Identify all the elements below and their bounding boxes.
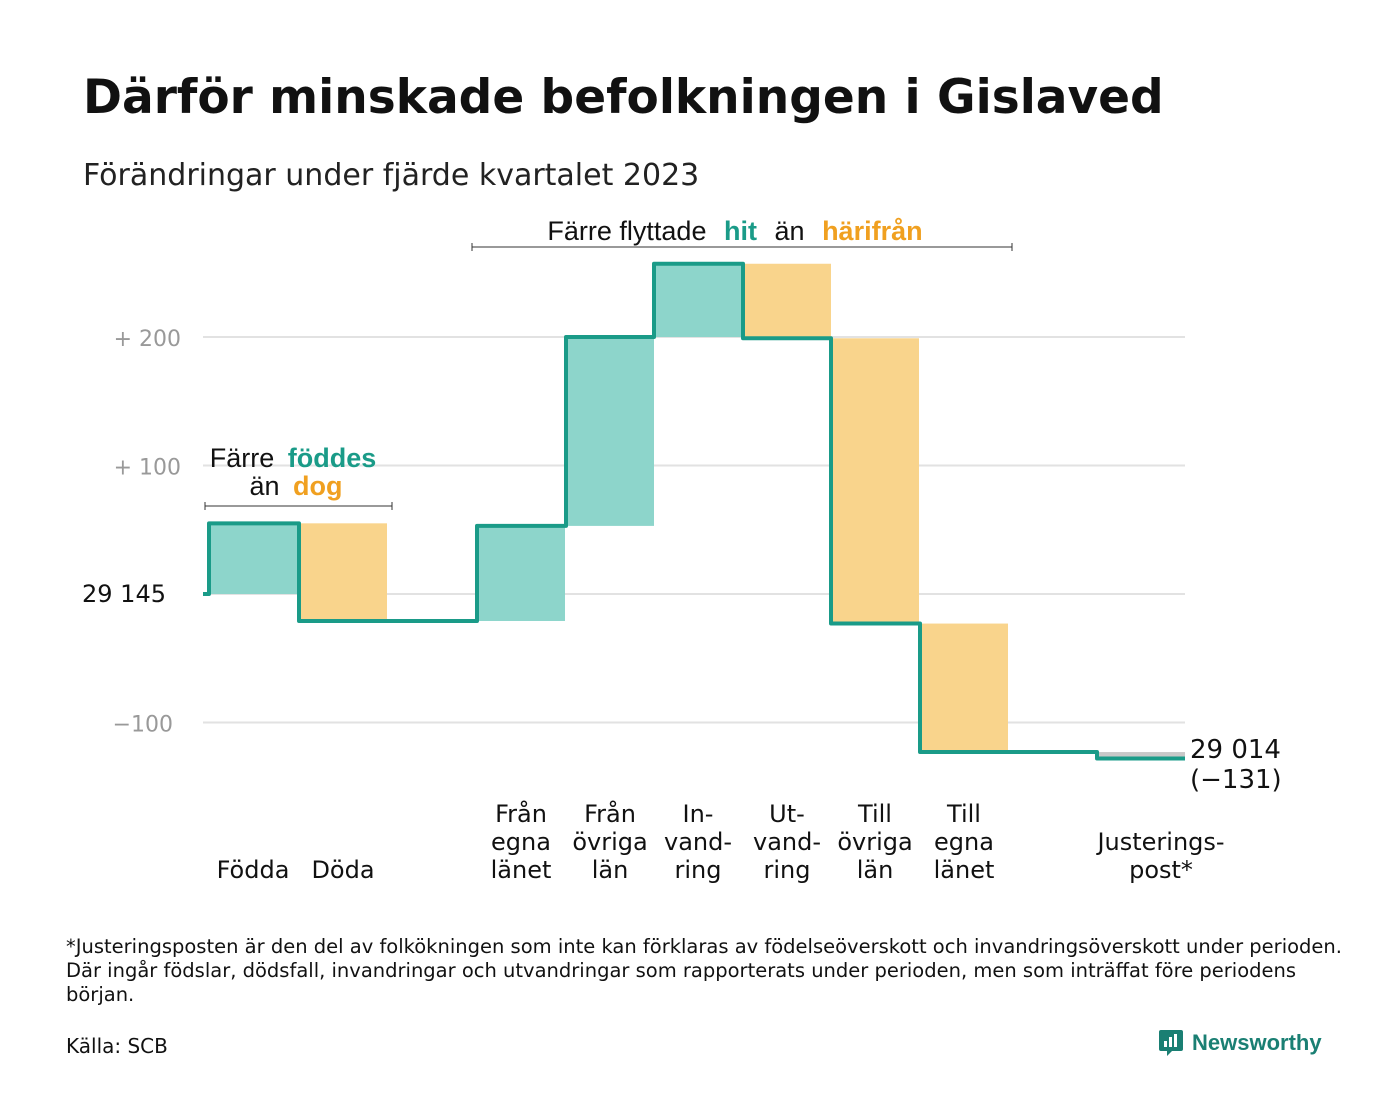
migration-annot-part1: Färre flyttade	[547, 216, 706, 246]
brand-name: Newsworthy	[1192, 1030, 1322, 1055]
bar-från-övriga-län	[566, 337, 654, 526]
births-annot-part1: Färre	[210, 443, 275, 473]
category-label: Ut-vand-ring	[753, 800, 821, 884]
y-tick-label: + 200	[114, 327, 181, 352]
migration-annot-part3: än	[775, 216, 805, 246]
bar-justeringspost-	[1097, 752, 1185, 759]
category-labels: Födda Döda Från egna länet Från övriga länIn-va…	[217, 799, 1225, 884]
category-label: Från egna länet	[491, 799, 552, 884]
category-label: Födda	[217, 856, 290, 884]
bar-födda	[209, 523, 297, 594]
annotations: Färre föddes än dog Färre flyttade hit ä…	[204, 216, 1013, 510]
migration-annot-part4: härifrån	[822, 216, 923, 246]
end-value-label: 29 014	[1190, 735, 1281, 765]
bar-invandring	[654, 263, 742, 337]
end-change-label: (−131)	[1190, 765, 1282, 795]
category-label: In-vand-ring	[664, 800, 732, 884]
migration-annot-part2: hit	[724, 216, 757, 246]
births-annot-part3: än	[249, 471, 279, 501]
footnote: *Justeringsposten är den del av folkökni…	[66, 935, 1342, 1006]
y-tick-label: −100	[113, 713, 173, 738]
bar-döda	[299, 523, 387, 621]
brand-logo[interactable]: Newsworthy	[1158, 1026, 1322, 1060]
chart-title: Därför minskade befolkningen i Gislaved	[83, 70, 1164, 125]
category-label: Från övriga län	[572, 799, 647, 884]
cumulative-line	[203, 261, 1185, 761]
bar-till-egna-länet	[920, 623, 1008, 753]
category-label: Justerings-post*	[1095, 828, 1224, 884]
births-annotation-line1: Färre föddes	[210, 443, 377, 473]
bar-från-egna-länet	[477, 525, 565, 621]
y-axis-ticks: + 200 + 100 −100	[113, 327, 181, 738]
start-value-label: 29 145	[82, 580, 166, 608]
births-annot-part4: dog	[293, 471, 342, 501]
migration-annotation: Färre flyttade hit än härifrån	[547, 216, 922, 246]
cumulative-step-line	[203, 261, 1185, 761]
births-annot-part2: föddes	[288, 443, 377, 473]
source-label: Källa: SCB	[66, 1034, 168, 1058]
bar-till-övriga-län	[831, 338, 919, 624]
category-label: Till övriga län	[837, 800, 912, 884]
category-label: Döda	[311, 856, 374, 884]
bar-utvandring	[743, 263, 831, 339]
bars	[209, 263, 1185, 759]
chart-subtitle: Förändringar under fjärde kvartalet 2023	[83, 158, 700, 193]
y-tick-label: + 100	[114, 456, 181, 481]
waterfall-chart: + 200 + 100 −100 Födda Döda Från egna länet Frå…	[82, 216, 1282, 884]
newsworthy-logo-icon	[1159, 1030, 1183, 1056]
end-labels: 29 145 29 014 (−131)	[82, 580, 1282, 795]
category-label: Till egna länet	[934, 800, 995, 884]
births-annotation-line2: än dog	[249, 471, 342, 501]
